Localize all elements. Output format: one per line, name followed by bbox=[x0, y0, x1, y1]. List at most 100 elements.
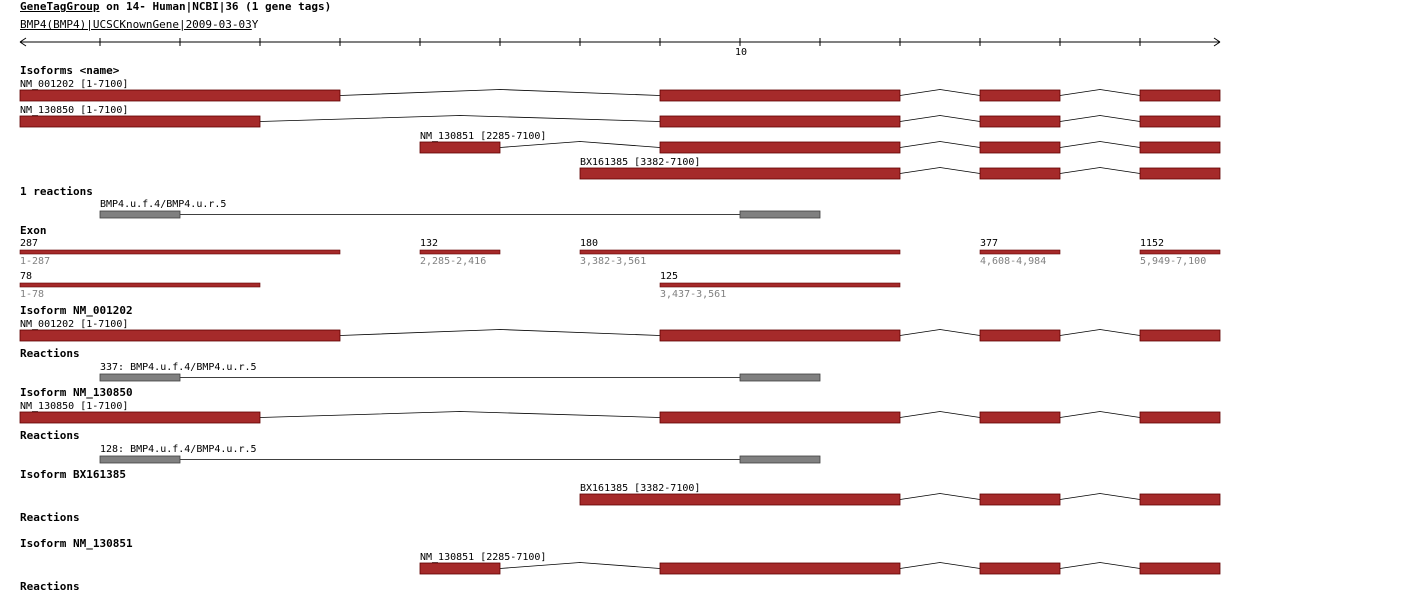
intron-line bbox=[1059, 411, 1141, 418]
section-isoform-nm-001202: Isoform NM_001202 bbox=[20, 304, 133, 317]
exon-bar[interactable] bbox=[419, 249, 501, 255]
exon-bar[interactable] bbox=[19, 282, 261, 288]
exon-block[interactable] bbox=[659, 89, 901, 102]
reaction-primer-reverse[interactable] bbox=[739, 455, 821, 464]
section-reactions: Reactions bbox=[20, 347, 80, 360]
exon-size-label: 132 bbox=[420, 238, 438, 249]
exon-size-label: 78 bbox=[20, 271, 32, 282]
intron-line bbox=[899, 167, 981, 174]
exon-block[interactable] bbox=[1139, 167, 1221, 180]
exon-block[interactable] bbox=[979, 141, 1061, 154]
intron-line bbox=[899, 411, 981, 418]
section-isoform-nm-130850: Isoform NM_130850 bbox=[20, 386, 133, 399]
exon-block[interactable] bbox=[419, 562, 501, 575]
intron-line bbox=[899, 329, 981, 336]
exon-size-label: 1152 bbox=[1140, 238, 1164, 249]
exon-block[interactable] bbox=[979, 115, 1061, 128]
exon-block[interactable] bbox=[1139, 411, 1221, 424]
isoform-label: NM_130850 [1-7100] bbox=[20, 105, 128, 116]
ruler-tick-label: 10 bbox=[735, 47, 747, 58]
exon-block[interactable] bbox=[659, 411, 901, 424]
section-reactions-summary: 1 reactions bbox=[20, 185, 93, 198]
exon-block[interactable] bbox=[659, 115, 901, 128]
section-isoform-nm-130851: Isoform NM_130851 bbox=[20, 537, 133, 550]
exon-size-label: 287 bbox=[20, 238, 38, 249]
exon-block[interactable] bbox=[979, 562, 1061, 575]
exon-block[interactable] bbox=[19, 89, 341, 102]
exon-range-label: 4,608-4,984 bbox=[980, 256, 1046, 267]
intron-line bbox=[899, 115, 981, 122]
exon-block[interactable] bbox=[659, 141, 901, 154]
exon-block[interactable] bbox=[979, 167, 1061, 180]
exon-range-label: 2,285-2,416 bbox=[420, 256, 486, 267]
exon-size-label: 180 bbox=[580, 238, 598, 249]
intron-line bbox=[1059, 89, 1141, 96]
reaction-label: 337: BMP4.u.f.4/BMP4.u.r.5 bbox=[100, 362, 257, 373]
gene-tag-row: BMP4(BMP4)|UCSCKnownGene|2009-03-03Y bbox=[20, 19, 258, 31]
exon-block[interactable] bbox=[1139, 141, 1221, 154]
section-reactions: Reactions bbox=[20, 580, 80, 593]
section-reactions: Reactions bbox=[20, 511, 80, 524]
exon-block[interactable] bbox=[19, 329, 341, 342]
exon-bar[interactable] bbox=[659, 282, 901, 288]
exon-block[interactable] bbox=[19, 115, 261, 128]
exon-block[interactable] bbox=[1139, 493, 1221, 506]
isoform-label: NM_001202 [1-7100] bbox=[20, 319, 128, 330]
intron-line bbox=[499, 141, 661, 148]
exon-bar[interactable] bbox=[1139, 249, 1221, 255]
exon-range-label: 5,949-7,100 bbox=[1140, 256, 1206, 267]
isoform-label: NM_130851 [2285-7100] bbox=[420, 131, 546, 142]
section-reactions: Reactions bbox=[20, 429, 80, 442]
exon-bar[interactable] bbox=[19, 249, 341, 255]
reaction-primer-forward[interactable] bbox=[99, 455, 181, 464]
reaction-primer-reverse[interactable] bbox=[739, 210, 821, 219]
header-title-rest: on 14- Human|NCBI|36 (1 gene tags) bbox=[99, 0, 332, 13]
gene-tag-link[interactable]: BMP4(BMP4)|UCSCKnownGene|2009-03-03 bbox=[20, 18, 252, 31]
intron-line bbox=[339, 89, 661, 96]
reaction-primer-reverse[interactable] bbox=[739, 373, 821, 382]
intron-line bbox=[499, 562, 661, 569]
exon-block[interactable] bbox=[579, 167, 901, 180]
intron-line bbox=[899, 141, 981, 148]
exon-bar[interactable] bbox=[579, 249, 901, 255]
isoform-label: NM_001202 [1-7100] bbox=[20, 79, 128, 90]
reaction-primer-forward[interactable] bbox=[99, 373, 181, 382]
intron-line bbox=[1059, 493, 1141, 500]
header-title: GeneTagGroup on 14- Human|NCBI|36 (1 gen… bbox=[20, 1, 331, 13]
intron-line bbox=[339, 329, 661, 336]
exon-block[interactable] bbox=[979, 493, 1061, 506]
section-isoform-bx161385: Isoform BX161385 bbox=[20, 468, 126, 481]
exon-block[interactable] bbox=[659, 562, 901, 575]
exon-bar[interactable] bbox=[979, 249, 1061, 255]
exon-block[interactable] bbox=[979, 411, 1061, 424]
exon-block[interactable] bbox=[19, 411, 261, 424]
isoform-label: NM_130851 [2285-7100] bbox=[420, 552, 546, 563]
ruler-arrows bbox=[19, 37, 1221, 47]
exon-range-label: 3,382-3,561 bbox=[580, 256, 646, 267]
exon-block[interactable] bbox=[579, 493, 901, 506]
exon-block[interactable] bbox=[979, 329, 1061, 342]
exon-size-label: 377 bbox=[980, 238, 998, 249]
exon-block[interactable] bbox=[419, 141, 501, 154]
intron-line bbox=[899, 562, 981, 569]
reaction-label: 128: BMP4.u.f.4/BMP4.u.r.5 bbox=[100, 444, 257, 455]
exon-range-label: 1-287 bbox=[20, 256, 50, 267]
exon-block[interactable] bbox=[979, 89, 1061, 102]
gene-tag-dropdown-icon[interactable]: Y bbox=[251, 18, 259, 31]
intron-line bbox=[1059, 329, 1141, 336]
gene-tag-group-link[interactable]: GeneTagGroup bbox=[20, 0, 100, 13]
isoform-label: BX161385 [3382-7100] bbox=[580, 483, 700, 494]
section-exon: Exon bbox=[20, 224, 47, 237]
intron-line bbox=[1059, 167, 1141, 174]
isoform-label: NM_130850 [1-7100] bbox=[20, 401, 128, 412]
exon-block[interactable] bbox=[1139, 329, 1221, 342]
exon-range-label: 3,437-3,561 bbox=[660, 289, 726, 300]
exon-block[interactable] bbox=[1139, 115, 1221, 128]
reaction-primer-forward[interactable] bbox=[99, 210, 181, 219]
exon-block[interactable] bbox=[1139, 89, 1221, 102]
exon-block[interactable] bbox=[659, 329, 901, 342]
reaction-label: BMP4.u.f.4/BMP4.u.r.5 bbox=[100, 199, 226, 210]
intron-line bbox=[899, 493, 981, 500]
exon-block[interactable] bbox=[1139, 562, 1221, 575]
